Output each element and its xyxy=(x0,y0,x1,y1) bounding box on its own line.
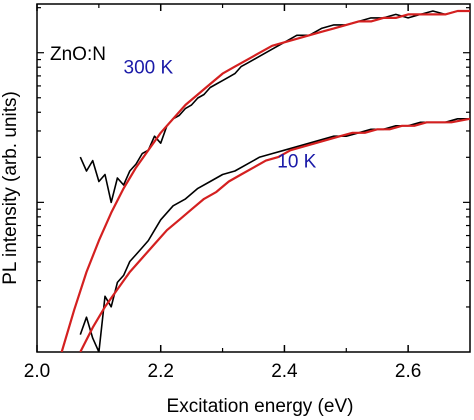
series-10k-fit-line xyxy=(79,117,470,352)
series-10k-data-line xyxy=(79,118,470,352)
series-label-300k: 300 K xyxy=(124,58,174,79)
series-300k-data-line xyxy=(79,10,470,204)
x-tick-label: 2.2 xyxy=(148,361,174,382)
y-axis-label: PL intensity (arb. units) xyxy=(0,91,21,285)
panel-label: ZnO:N xyxy=(50,44,106,65)
series-300k-fit-line xyxy=(60,9,470,352)
plot-frame xyxy=(36,3,471,353)
x-axis-label: Excitation energy (eV) xyxy=(167,396,354,417)
x-tick-label: 2.6 xyxy=(395,361,421,382)
series-label-10k: 10 K xyxy=(277,152,316,173)
x-tick-label: 2.4 xyxy=(271,361,298,382)
x-tick-label: 2.0 xyxy=(24,361,50,382)
